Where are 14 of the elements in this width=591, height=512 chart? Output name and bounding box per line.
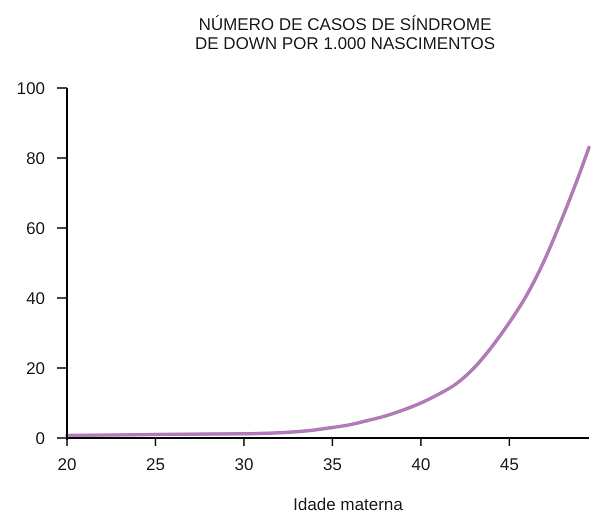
x-tick-label: 25 bbox=[146, 455, 165, 474]
x-tick-label: 20 bbox=[58, 455, 76, 474]
y-tick-label: 40 bbox=[26, 288, 45, 308]
x-tick-label: 45 bbox=[500, 455, 519, 474]
x-tick-label: 40 bbox=[411, 455, 430, 474]
x-axis-title: Idade materna bbox=[293, 495, 404, 512]
y-tick-label: 60 bbox=[26, 218, 45, 238]
x-tick-label: 35 bbox=[322, 455, 342, 474]
y-tick-label: 0 bbox=[36, 428, 45, 448]
y-tick-label: 100 bbox=[16, 78, 45, 98]
x-tick-label: 30 bbox=[234, 455, 254, 474]
y-tick-label: 20 bbox=[26, 358, 45, 378]
y-tick-label: 80 bbox=[26, 148, 45, 168]
chart-title: NÚMERO DE CASOS DE SÍNDROME DE DOWN POR 1.000 NASCIMENTOS bbox=[194, 15, 496, 53]
